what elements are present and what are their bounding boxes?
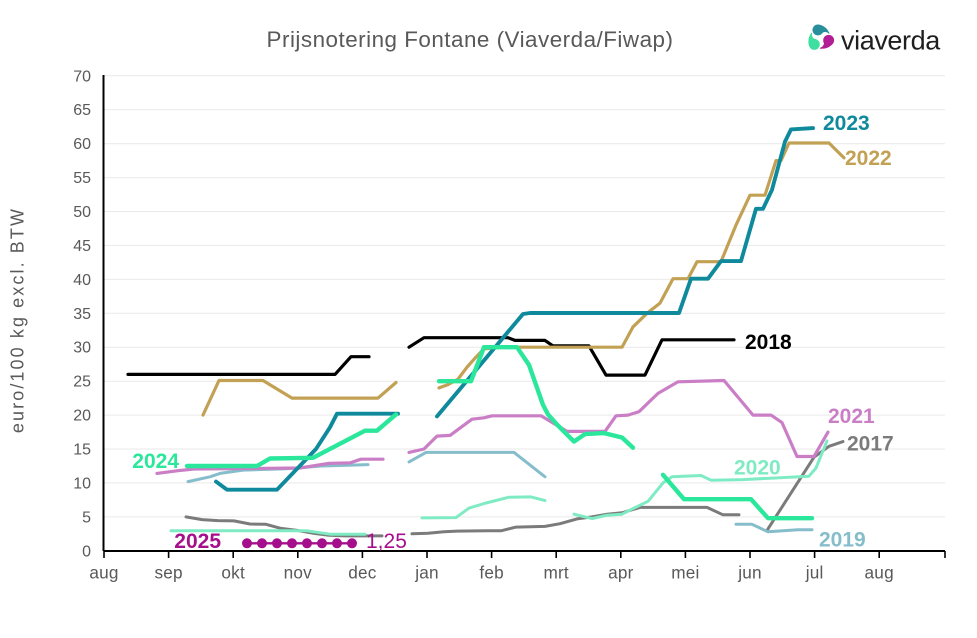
- svg-text:aug: aug: [865, 563, 894, 583]
- svg-text:2017: 2017: [847, 433, 894, 456]
- svg-text:euro/100 kg excl. BTW: euro/100 kg excl. BTW: [8, 207, 28, 433]
- svg-text:jun: jun: [737, 563, 762, 583]
- svg-text:Prijsnotering Fontane (Viaverd: Prijsnotering Fontane (Viaverda/Fiwap): [267, 27, 674, 52]
- svg-text:okt: okt: [221, 563, 245, 583]
- svg-text:2025: 2025: [174, 530, 221, 553]
- svg-text:50: 50: [73, 204, 91, 221]
- svg-text:10: 10: [73, 475, 91, 492]
- svg-text:1,25: 1,25: [366, 530, 407, 553]
- svg-text:40: 40: [73, 272, 91, 289]
- svg-text:sep: sep: [154, 563, 182, 583]
- svg-text:2023: 2023: [823, 112, 870, 135]
- svg-text:25: 25: [73, 374, 91, 391]
- svg-text:2020: 2020: [734, 457, 781, 480]
- svg-text:aug: aug: [89, 563, 118, 583]
- svg-text:jan: jan: [414, 563, 439, 583]
- svg-text:55: 55: [73, 170, 91, 187]
- svg-text:2022: 2022: [845, 147, 892, 170]
- svg-text:feb: feb: [479, 563, 504, 583]
- svg-text:70: 70: [73, 68, 91, 85]
- svg-text:60: 60: [73, 136, 91, 153]
- svg-text:mrt: mrt: [543, 563, 568, 583]
- svg-text:apr: apr: [608, 563, 634, 583]
- svg-text:45: 45: [73, 238, 91, 255]
- svg-text:2021: 2021: [828, 405, 875, 428]
- svg-text:viaverda: viaverda: [841, 26, 941, 56]
- svg-text:30: 30: [73, 340, 91, 357]
- svg-text:15: 15: [73, 442, 91, 459]
- svg-text:2018: 2018: [745, 331, 792, 354]
- svg-text:2024: 2024: [132, 450, 179, 473]
- svg-text:5: 5: [82, 509, 91, 526]
- svg-text:jul: jul: [805, 563, 824, 583]
- svg-text:mei: mei: [671, 563, 699, 583]
- svg-text:35: 35: [73, 306, 91, 323]
- svg-text:nov: nov: [284, 563, 313, 583]
- svg-text:2019: 2019: [819, 529, 866, 552]
- svg-text:20: 20: [73, 408, 91, 425]
- svg-text:0: 0: [82, 543, 91, 560]
- svg-text:65: 65: [73, 102, 91, 119]
- svg-text:dec: dec: [348, 563, 377, 583]
